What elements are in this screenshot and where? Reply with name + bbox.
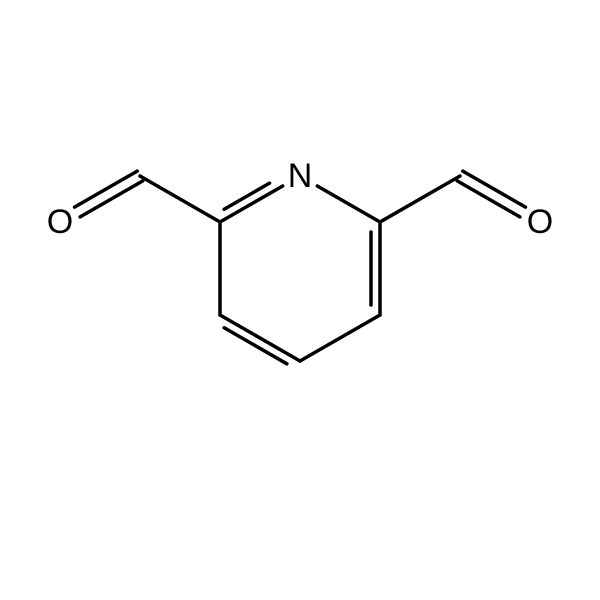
bond-line	[220, 315, 300, 361]
atom-label-n: N	[288, 157, 313, 195]
bond-line	[380, 176, 460, 222]
bond-line	[317, 186, 380, 222]
bond-line	[140, 176, 220, 222]
atom-label-o: O	[47, 203, 73, 241]
bond-line	[300, 315, 380, 361]
atom-label-o: O	[527, 203, 553, 241]
bond-line	[224, 328, 287, 364]
bond-line	[220, 186, 283, 222]
molecule-diagram: N O O	[0, 0, 600, 600]
